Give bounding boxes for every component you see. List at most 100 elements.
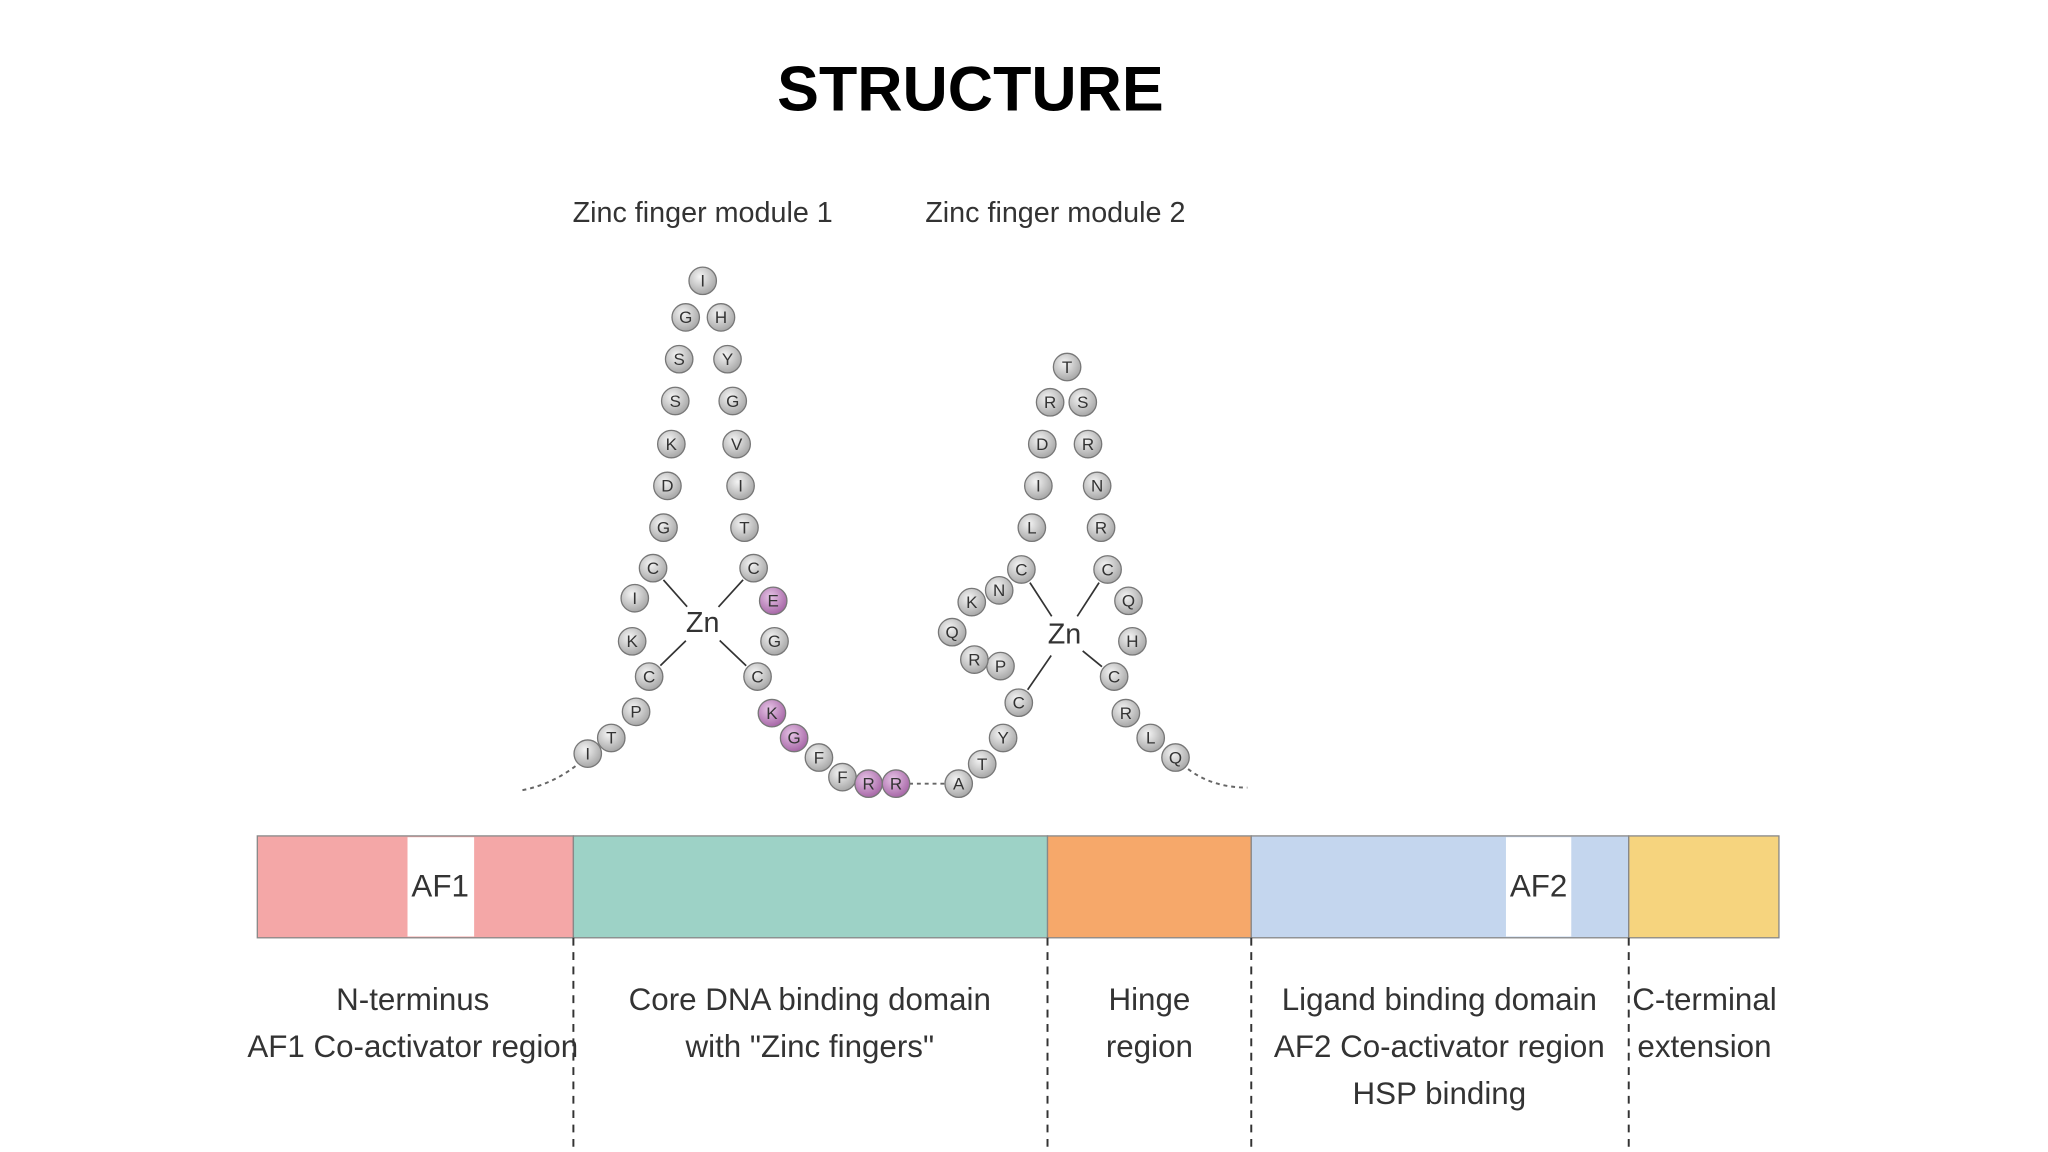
zn-label: Zn: [1048, 619, 1082, 651]
residue-letter: C: [647, 559, 659, 578]
residue-letter: F: [814, 748, 824, 767]
zn-label: Zn: [686, 607, 720, 639]
residue-letter: C: [1013, 693, 1025, 712]
residue-letter: R: [890, 774, 902, 793]
residue: [649, 513, 678, 543]
residue: [621, 697, 651, 727]
residue: [664, 344, 694, 374]
residue: [967, 749, 997, 779]
zn-bond: [1076, 582, 1100, 617]
residue-letter: I: [585, 744, 590, 763]
zn-bond: [659, 640, 687, 667]
residue: [944, 769, 974, 799]
title: STRUCTURE: [777, 55, 1164, 125]
residue: [984, 575, 1014, 605]
residue: [757, 698, 787, 728]
residue: [634, 662, 664, 691]
residue-letter: G: [657, 518, 670, 537]
residue-letter: R: [968, 650, 980, 669]
residue-letter: N: [1091, 477, 1103, 496]
residue-letter: C: [643, 667, 655, 686]
residue: [804, 743, 834, 772]
residue: [1068, 387, 1098, 417]
region-label: N-terminus: [336, 982, 489, 1017]
zn-bond: [662, 579, 688, 608]
residue: [1099, 662, 1129, 691]
region-label: with "Zinc fingers": [685, 1029, 935, 1064]
region-label: Hinge: [1108, 982, 1190, 1017]
residue-letter: P: [995, 657, 1006, 676]
residue-letter: S: [670, 392, 681, 411]
domain-bar: [256, 835, 1780, 939]
residue: [1027, 429, 1057, 459]
residue: [638, 553, 668, 583]
residue: [1082, 471, 1112, 501]
residue: [1118, 626, 1147, 656]
residue-letter: C: [1101, 560, 1113, 579]
region-labels: N-terminus AF1 Co-activator region Core DN…: [247, 982, 1776, 1111]
residue: [671, 303, 701, 332]
residue-letter: I: [1036, 477, 1041, 496]
residue: [758, 586, 788, 616]
residue-letter: A: [953, 774, 965, 793]
residue: [1086, 513, 1116, 543]
residue-letter: C: [1015, 560, 1027, 579]
residue: [706, 303, 736, 332]
residue: [937, 617, 967, 647]
residue-letter: G: [726, 392, 739, 411]
residue-letter: C: [747, 559, 759, 578]
residue-letter: R: [1095, 518, 1107, 537]
residue: [881, 769, 911, 799]
af2-box: [1505, 837, 1572, 937]
residue-letter: S: [674, 350, 685, 369]
residue-letter: E: [768, 592, 779, 611]
residue-letter: S: [1077, 393, 1088, 412]
residue-letter: K: [626, 632, 638, 651]
residue-letter: L: [1146, 729, 1155, 748]
residue-letter: K: [766, 704, 778, 723]
residue-letter: I: [700, 272, 705, 291]
af1-box: [407, 837, 475, 937]
region-label: Ligand binding domain: [1282, 982, 1597, 1017]
chain-tail: [522, 760, 582, 792]
residue: [1017, 513, 1047, 543]
region-label: Core DNA binding domain: [629, 982, 991, 1017]
residue: [1111, 698, 1141, 728]
residue-letter: K: [666, 435, 678, 454]
region-label: AF2 Co-activator region: [1274, 1029, 1605, 1064]
residue-letter: D: [661, 477, 673, 496]
residue: [1023, 471, 1053, 501]
residue-letter: K: [966, 593, 978, 612]
zn-bond: [717, 579, 744, 608]
af1-label: AF1: [411, 868, 468, 903]
residue: [726, 471, 755, 501]
residue-letter: V: [731, 435, 743, 454]
residue-letter: T: [739, 518, 749, 537]
dbd-segment: [572, 835, 1049, 939]
residue: [959, 645, 989, 674]
residue-letter: R: [862, 774, 874, 793]
residue-letter: T: [977, 755, 987, 774]
region-label: C-terminal: [1632, 982, 1776, 1017]
residue: [957, 587, 987, 617]
region-label: HSP binding: [1353, 1076, 1527, 1111]
residue-letter: Q: [1122, 592, 1135, 611]
residue-letter: T: [1062, 358, 1072, 377]
residue-letter: T: [606, 729, 616, 748]
zn-bond: [1082, 650, 1103, 668]
residue-letter: P: [630, 703, 641, 722]
dividers: [572, 937, 1630, 1152]
chain-tail: [1181, 763, 1248, 789]
residue: [730, 513, 759, 543]
residue-letter: Q: [946, 623, 959, 642]
residue: [988, 723, 1018, 753]
residue: [760, 626, 789, 656]
residue-letter: Y: [722, 350, 733, 369]
residue-letter: L: [1027, 518, 1036, 537]
residue: [653, 471, 682, 501]
region-label: AF1 Co-activator region: [247, 1029, 578, 1064]
residue: [1073, 429, 1103, 459]
residue: [779, 723, 809, 753]
